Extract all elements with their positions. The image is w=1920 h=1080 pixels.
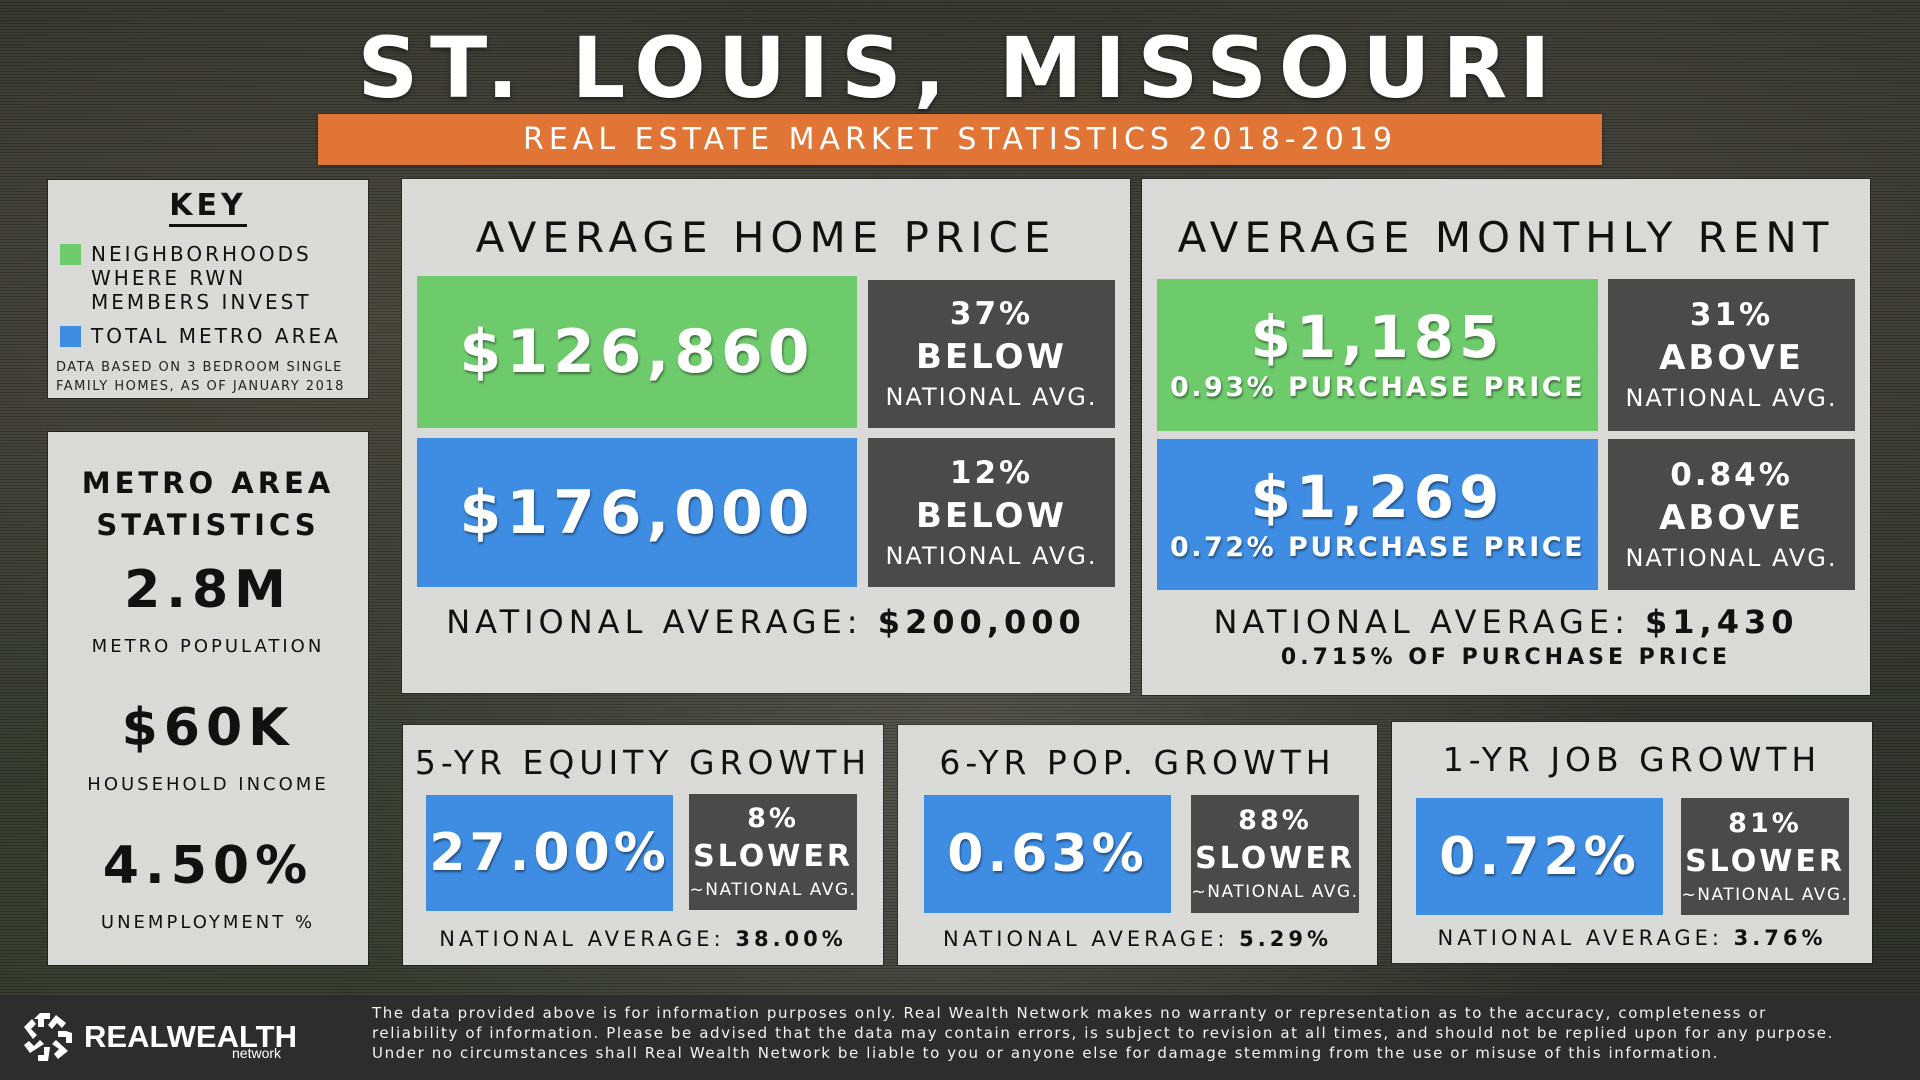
rwn-rent-value: $1,185 <box>1250 303 1505 371</box>
comparison-label: NATIONAL AVG. <box>885 541 1098 570</box>
population-growth-value: 0.63% <box>947 824 1148 884</box>
metro-rent-purchase-ratio: 0.72% PURCHASE PRICE <box>1169 531 1586 563</box>
comparison-label: ~NATIONAL AVG. <box>1191 882 1359 902</box>
metro-rent-value: $1,269 <box>1250 462 1505 531</box>
key-label-rwn: NEIGHBORHOODS WHERE RWN MEMBERS INVEST <box>91 242 312 314</box>
comparison-direction: ABOVE <box>1659 497 1804 538</box>
rwn-home-price-value: $126,860 <box>459 317 815 387</box>
comparison-direction: SLOWER <box>1685 843 1845 879</box>
household-income-value: $60K <box>121 698 295 758</box>
comparison-direction: BELOW <box>916 495 1067 536</box>
comparison-direction: SLOWER <box>693 839 853 874</box>
job-growth-panel: 1-YR JOB GROWTH 0.72% 81% SLOWER ~NATION… <box>1392 722 1872 963</box>
realwealth-pinwheel-icon <box>24 1013 72 1061</box>
rent-national-purchase-ratio: 0.715% OF PURCHASE PRICE <box>1280 645 1732 670</box>
key-note: DATA BASED ON 3 BEDROOM SINGLE FAMILY HO… <box>56 360 345 394</box>
home-price-national-average: NATIONAL AVERAGE: $200,000 <box>446 603 1086 641</box>
comparison-label: ~NATIONAL AVG. <box>1681 884 1849 905</box>
rwn-rent-comparison: 31% ABOVE NATIONAL AVG. <box>1608 279 1855 431</box>
blue-swatch-icon <box>60 326 81 347</box>
equity-growth-national-average: NATIONAL AVERAGE: 38.00% <box>439 927 847 951</box>
metro-rent-box: $1,269 0.72% PURCHASE PRICE <box>1157 439 1598 590</box>
comparison-label: NATIONAL AVG. <box>885 383 1098 411</box>
logo-subtext: network <box>232 1045 282 1061</box>
comparison-percent: 31% <box>1689 297 1774 333</box>
comparison-percent: 8% <box>747 803 799 834</box>
metro-home-price-box: $176,000 <box>417 438 857 587</box>
rwn-home-price-box: $126,860 <box>417 276 857 428</box>
disclaimer: The data provided above is for informati… <box>372 1004 1834 1062</box>
equity-growth-box: 27.00% <box>426 795 673 911</box>
footer: REALWEALTH network The data provided abo… <box>0 995 1920 1080</box>
key-label-metro: TOTAL METRO AREA <box>91 324 341 348</box>
job-growth-national-average: NATIONAL AVERAGE: 3.76% <box>1437 926 1827 950</box>
metro-rent-comparison: 0.84% ABOVE NATIONAL AVG. <box>1608 439 1855 590</box>
comparison-percent: 81% <box>1728 807 1802 839</box>
key-item-rwn: NEIGHBORHOODS WHERE RWN MEMBERS INVEST <box>60 242 312 314</box>
rwn-rent-purchase-ratio: 0.93% PURCHASE PRICE <box>1169 372 1586 403</box>
job-growth-comparison: 81% SLOWER ~NATIONAL AVG. <box>1681 798 1849 915</box>
comparison-percent: 0.84% <box>1670 456 1793 493</box>
logo-wordmark: REALWEALTH <box>84 1019 297 1054</box>
metro-title: METRO AREA STATISTICS <box>81 466 335 542</box>
comparison-percent: 12% <box>949 454 1034 491</box>
job-growth-box: 0.72% <box>1416 798 1663 915</box>
rent-national-average: NATIONAL AVERAGE: $1,430 <box>1213 603 1799 641</box>
comparison-percent: 88% <box>1238 805 1312 836</box>
population-growth-heading: 6-YR POP. GROWTH <box>939 743 1336 782</box>
unemployment-value: 4.50% <box>102 836 314 896</box>
metro-population-value: 2.8M <box>124 560 292 620</box>
rwn-home-price-comparison: 37% BELOW NATIONAL AVG. <box>868 280 1115 428</box>
unemployment-label: UNEMPLOYMENT % <box>100 912 316 933</box>
rent-heading: AVERAGE MONTHLY RENT <box>1177 213 1835 262</box>
metro-home-price-value: $176,000 <box>459 477 815 548</box>
equity-growth-comparison: 8% SLOWER ~NATIONAL AVG. <box>689 794 857 910</box>
population-growth-comparison: 88% SLOWER ~NATIONAL AVG. <box>1191 795 1359 913</box>
metro-home-price-comparison: 12% BELOW NATIONAL AVG. <box>868 438 1115 587</box>
equity-growth-value: 27.00% <box>429 823 670 883</box>
equity-growth-heading: 5-YR EQUITY GROWTH <box>414 743 872 782</box>
comparison-direction: ABOVE <box>1659 338 1804 378</box>
comparison-label: NATIONAL AVG. <box>1625 384 1838 412</box>
realwealth-logo: REALWEALTH <box>20 1009 297 1065</box>
population-growth-box: 0.63% <box>924 795 1171 913</box>
comparison-direction: SLOWER <box>1195 841 1355 876</box>
population-growth-panel: 6-YR POP. GROWTH 0.63% 88% SLOWER ~NATIO… <box>898 725 1377 965</box>
equity-growth-panel: 5-YR EQUITY GROWTH 27.00% 8% SLOWER ~NAT… <box>403 725 883 965</box>
home-price-panel: AVERAGE HOME PRICE $126,860 37% BELOW NA… <box>402 179 1130 693</box>
home-price-heading: AVERAGE HOME PRICE <box>475 213 1057 262</box>
population-growth-national-average: NATIONAL AVERAGE: 5.29% <box>942 927 1332 951</box>
page-title: ST. LOUIS, MISSOURI <box>357 19 1563 117</box>
comparison-percent: 37% <box>949 296 1034 332</box>
metro-population-label: METRO POPULATION <box>91 636 325 657</box>
subtitle-banner: REAL ESTATE MARKET STATISTICS 2018-2019 <box>318 114 1602 165</box>
job-growth-heading: 1-YR JOB GROWTH <box>1442 740 1822 779</box>
key-panel: KEY NEIGHBORHOODS WHERE RWN MEMBERS INVE… <box>48 180 368 398</box>
rwn-rent-box: $1,185 0.93% PURCHASE PRICE <box>1157 279 1598 431</box>
comparison-label: NATIONAL AVG. <box>1625 543 1838 572</box>
rent-panel: AVERAGE MONTHLY RENT $1,185 0.93% PURCHA… <box>1142 179 1870 695</box>
household-income-label: HOUSEHOLD INCOME <box>87 774 329 795</box>
green-swatch-icon <box>60 244 81 265</box>
metro-stats-panel: METRO AREA STATISTICS 2.8M METRO POPULAT… <box>48 432 368 965</box>
comparison-direction: BELOW <box>916 337 1067 377</box>
job-growth-value: 0.72% <box>1439 826 1640 887</box>
key-title: KEY <box>48 188 368 227</box>
key-item-metro: TOTAL METRO AREA <box>60 324 341 348</box>
comparison-label: ~NATIONAL AVG. <box>689 880 857 900</box>
